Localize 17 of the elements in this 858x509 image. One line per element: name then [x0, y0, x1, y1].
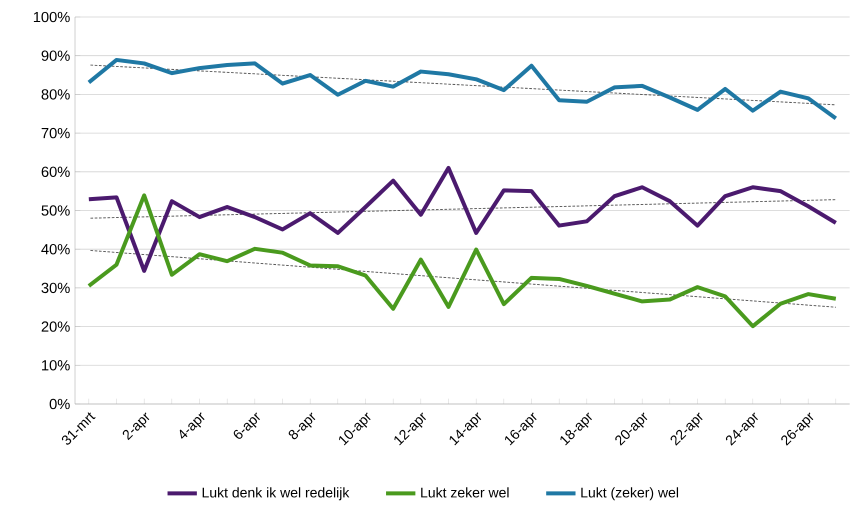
y-tick-label: 10% — [42, 360, 70, 370]
y-tick-label: 60% — [42, 166, 70, 177]
y-tick-label: 70% — [42, 128, 70, 138]
line-series — [86, 58, 838, 120]
y-tick-label: 30% — [42, 282, 70, 294]
line-series — [86, 166, 838, 273]
y-tick-label: 0% — [50, 398, 70, 410]
legend-label: Lukt (zeker) wel — [581, 487, 678, 500]
y-tick-label: 50% — [42, 205, 70, 216]
y-tick-label: 40% — [41, 244, 70, 254]
legend-label: Lukt denk ik wel redelijk — [202, 487, 350, 500]
line-series — [86, 193, 838, 328]
y-tick-label: 20% — [42, 321, 70, 332]
y-tick-label: 80% — [42, 89, 70, 100]
y-tick-label: 100% — [34, 12, 70, 22]
y-tick-label: 90% — [42, 50, 70, 61]
legend-label: Lukt zeker wel — [421, 487, 509, 498]
